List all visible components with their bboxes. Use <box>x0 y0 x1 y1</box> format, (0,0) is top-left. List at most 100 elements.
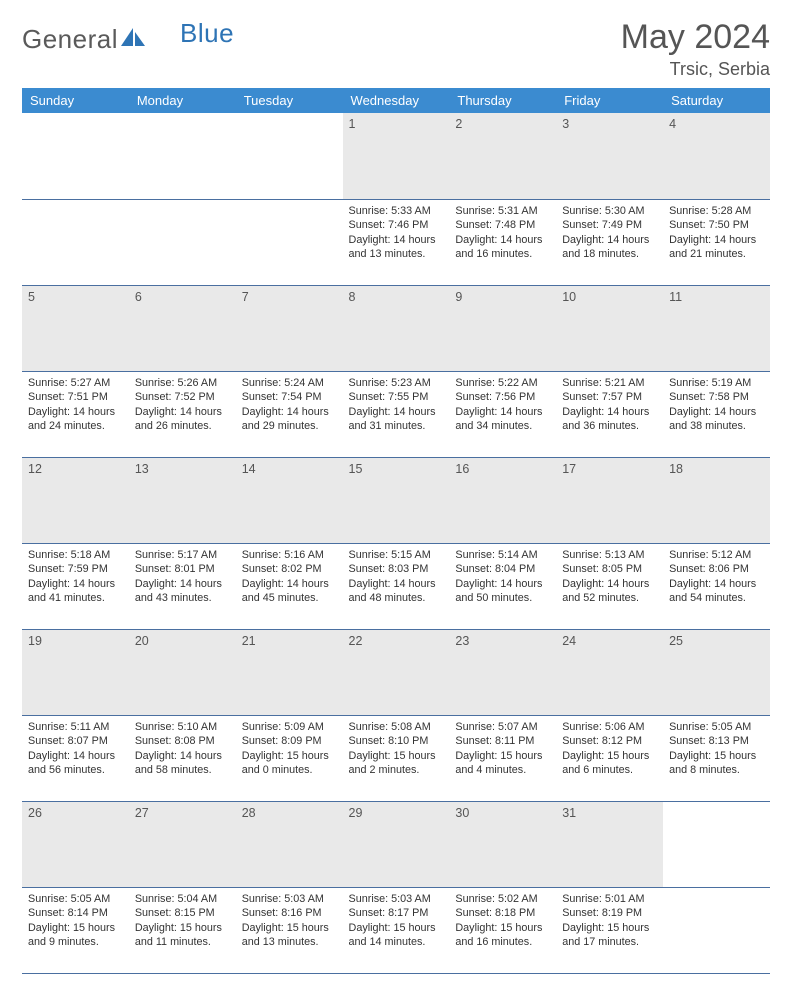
sunset-line: Sunset: 8:12 PM <box>562 734 657 749</box>
day-cell: Sunrise: 5:03 AMSunset: 8:16 PMDaylight:… <box>236 887 343 973</box>
day-number-cell: 6 <box>129 285 236 371</box>
day-number-cell: 21 <box>236 629 343 715</box>
day-number-cell: 17 <box>556 457 663 543</box>
daylight-line: Daylight: 14 hours and 16 minutes. <box>455 233 550 262</box>
sunrise-line: Sunrise: 5:13 AM <box>562 548 657 563</box>
daylight-line: Daylight: 15 hours and 11 minutes. <box>135 921 230 950</box>
day-number-cell: 28 <box>236 801 343 887</box>
day-cell: Sunrise: 5:33 AMSunset: 7:46 PMDaylight:… <box>343 199 450 285</box>
sunset-line: Sunset: 8:04 PM <box>455 562 550 577</box>
sunrise-line: Sunrise: 5:05 AM <box>28 892 123 907</box>
daylight-line: Daylight: 15 hours and 4 minutes. <box>455 749 550 778</box>
day-cell: Sunrise: 5:02 AMSunset: 8:18 PMDaylight:… <box>449 887 556 973</box>
weekday-header: Friday <box>556 88 663 113</box>
weekday-header: Monday <box>129 88 236 113</box>
day-number-cell: 25 <box>663 629 770 715</box>
daylight-line: Daylight: 14 hours and 36 minutes. <box>562 405 657 434</box>
day-number-cell: 30 <box>449 801 556 887</box>
sunset-line: Sunset: 7:51 PM <box>28 390 123 405</box>
daylight-line: Daylight: 15 hours and 2 minutes. <box>349 749 444 778</box>
daylight-line: Daylight: 15 hours and 6 minutes. <box>562 749 657 778</box>
week-row: Sunrise: 5:33 AMSunset: 7:46 PMDaylight:… <box>22 199 770 285</box>
calendar-page: General Blue May 2024 Trsic, Serbia Sund… <box>0 0 792 984</box>
sunset-line: Sunset: 8:11 PM <box>455 734 550 749</box>
daylight-line: Daylight: 14 hours and 29 minutes. <box>242 405 337 434</box>
day-number-row: 262728293031 <box>22 801 770 887</box>
sunset-line: Sunset: 8:07 PM <box>28 734 123 749</box>
day-number-cell: 22 <box>343 629 450 715</box>
week-row: Sunrise: 5:05 AMSunset: 8:14 PMDaylight:… <box>22 887 770 973</box>
sunrise-line: Sunrise: 5:15 AM <box>349 548 444 563</box>
sunrise-line: Sunrise: 5:02 AM <box>455 892 550 907</box>
sunrise-line: Sunrise: 5:01 AM <box>562 892 657 907</box>
day-number-cell: 1 <box>343 113 450 199</box>
day-number-cell: 14 <box>236 457 343 543</box>
day-number-cell: 10 <box>556 285 663 371</box>
sunset-line: Sunset: 7:57 PM <box>562 390 657 405</box>
sunset-line: Sunset: 8:03 PM <box>349 562 444 577</box>
day-cell: Sunrise: 5:19 AMSunset: 7:58 PMDaylight:… <box>663 371 770 457</box>
day-number-cell: 23 <box>449 629 556 715</box>
sunset-line: Sunset: 8:19 PM <box>562 906 657 921</box>
sunrise-line: Sunrise: 5:17 AM <box>135 548 230 563</box>
day-number-cell: 15 <box>343 457 450 543</box>
daylight-line: Daylight: 14 hours and 31 minutes. <box>349 405 444 434</box>
day-cell: Sunrise: 5:26 AMSunset: 7:52 PMDaylight:… <box>129 371 236 457</box>
day-number-cell: 2 <box>449 113 556 199</box>
day-number-cell <box>236 113 343 199</box>
sunset-line: Sunset: 7:50 PM <box>669 218 764 233</box>
header: General Blue May 2024 Trsic, Serbia <box>22 18 770 80</box>
sunset-line: Sunset: 8:16 PM <box>242 906 337 921</box>
day-number-cell: 5 <box>22 285 129 371</box>
logo: General Blue <box>22 18 204 55</box>
day-cell: Sunrise: 5:08 AMSunset: 8:10 PMDaylight:… <box>343 715 450 801</box>
day-number-row: 567891011 <box>22 285 770 371</box>
day-cell: Sunrise: 5:06 AMSunset: 8:12 PMDaylight:… <box>556 715 663 801</box>
day-number-cell: 11 <box>663 285 770 371</box>
sunset-line: Sunset: 7:59 PM <box>28 562 123 577</box>
day-number-cell <box>129 113 236 199</box>
day-cell: Sunrise: 5:31 AMSunset: 7:48 PMDaylight:… <box>449 199 556 285</box>
logo-text-2: Blue <box>180 18 234 49</box>
day-cell: Sunrise: 5:30 AMSunset: 7:49 PMDaylight:… <box>556 199 663 285</box>
daylight-line: Daylight: 14 hours and 50 minutes. <box>455 577 550 606</box>
daylight-line: Daylight: 14 hours and 41 minutes. <box>28 577 123 606</box>
day-cell: Sunrise: 5:23 AMSunset: 7:55 PMDaylight:… <box>343 371 450 457</box>
weekday-header: Sunday <box>22 88 129 113</box>
sunrise-line: Sunrise: 5:05 AM <box>669 720 764 735</box>
sunrise-line: Sunrise: 5:19 AM <box>669 376 764 391</box>
sunrise-line: Sunrise: 5:27 AM <box>28 376 123 391</box>
day-number-cell: 7 <box>236 285 343 371</box>
sunrise-line: Sunrise: 5:22 AM <box>455 376 550 391</box>
sunrise-line: Sunrise: 5:09 AM <box>242 720 337 735</box>
sunset-line: Sunset: 8:01 PM <box>135 562 230 577</box>
day-cell: Sunrise: 5:18 AMSunset: 7:59 PMDaylight:… <box>22 543 129 629</box>
sunset-line: Sunset: 8:13 PM <box>669 734 764 749</box>
day-number-cell: 27 <box>129 801 236 887</box>
day-cell: Sunrise: 5:27 AMSunset: 7:51 PMDaylight:… <box>22 371 129 457</box>
sunset-line: Sunset: 7:48 PM <box>455 218 550 233</box>
day-number-cell: 8 <box>343 285 450 371</box>
sunset-line: Sunset: 8:05 PM <box>562 562 657 577</box>
daylight-line: Daylight: 15 hours and 9 minutes. <box>28 921 123 950</box>
daylight-line: Daylight: 15 hours and 13 minutes. <box>242 921 337 950</box>
day-cell: Sunrise: 5:12 AMSunset: 8:06 PMDaylight:… <box>663 543 770 629</box>
day-cell: Sunrise: 5:05 AMSunset: 8:14 PMDaylight:… <box>22 887 129 973</box>
day-cell: Sunrise: 5:15 AMSunset: 8:03 PMDaylight:… <box>343 543 450 629</box>
week-row: Sunrise: 5:11 AMSunset: 8:07 PMDaylight:… <box>22 715 770 801</box>
week-row: Sunrise: 5:18 AMSunset: 7:59 PMDaylight:… <box>22 543 770 629</box>
day-number-cell: 12 <box>22 457 129 543</box>
day-cell <box>663 887 770 973</box>
sunrise-line: Sunrise: 5:30 AM <box>562 204 657 219</box>
daylight-line: Daylight: 15 hours and 8 minutes. <box>669 749 764 778</box>
sunrise-line: Sunrise: 5:31 AM <box>455 204 550 219</box>
daylight-line: Daylight: 14 hours and 24 minutes. <box>28 405 123 434</box>
sunset-line: Sunset: 7:46 PM <box>349 218 444 233</box>
logo-sail-icon <box>120 26 146 53</box>
sunset-line: Sunset: 8:18 PM <box>455 906 550 921</box>
sunset-line: Sunset: 7:56 PM <box>455 390 550 405</box>
day-number-cell: 29 <box>343 801 450 887</box>
day-number-cell: 18 <box>663 457 770 543</box>
sunset-line: Sunset: 8:17 PM <box>349 906 444 921</box>
day-number-row: 19202122232425 <box>22 629 770 715</box>
